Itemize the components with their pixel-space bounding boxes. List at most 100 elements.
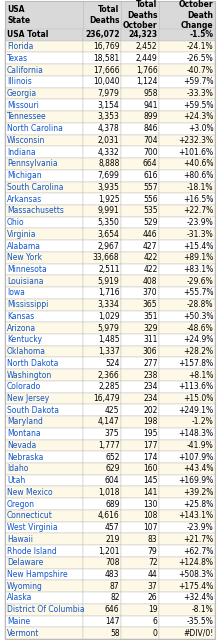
Text: 689: 689 (105, 500, 119, 509)
Text: 108: 108 (143, 511, 158, 520)
Text: 5,350: 5,350 (98, 218, 119, 227)
Bar (83, 228, 121, 240)
Text: -31.3%: -31.3% (187, 230, 213, 239)
Bar (121, 334, 159, 346)
Text: Missouri: Missouri (7, 100, 39, 109)
Bar (121, 498, 159, 510)
Bar (83, 616, 121, 627)
Bar (121, 182, 159, 193)
Bar (159, 580, 215, 592)
Text: 130: 130 (143, 500, 158, 509)
Bar (5, 557, 83, 568)
Text: 238: 238 (143, 371, 158, 380)
Bar (159, 616, 215, 627)
Bar (159, 451, 215, 463)
Bar (121, 475, 159, 486)
Bar (121, 134, 159, 147)
Text: Connecticut: Connecticut (7, 511, 53, 520)
Text: 2,452: 2,452 (136, 42, 158, 51)
Bar (5, 205, 83, 217)
Bar (159, 323, 215, 334)
Bar (121, 463, 159, 475)
Bar (159, 475, 215, 486)
Text: Alaska: Alaska (7, 593, 32, 602)
Bar (83, 217, 121, 228)
Text: Rhode Island: Rhode Island (7, 547, 57, 556)
Bar (159, 252, 215, 264)
Text: -33.3%: -33.3% (187, 89, 213, 98)
Text: Nevada: Nevada (7, 441, 36, 450)
Text: 160: 160 (143, 465, 158, 474)
Bar (5, 545, 83, 557)
Text: 1,029: 1,029 (98, 312, 119, 321)
Text: -1.2%: -1.2% (192, 417, 213, 426)
Text: 2,511: 2,511 (98, 265, 119, 274)
Text: 141: 141 (143, 488, 158, 497)
Text: New York: New York (7, 253, 42, 262)
Text: 83: 83 (148, 535, 158, 544)
Text: 7,979: 7,979 (98, 89, 119, 98)
Bar (5, 111, 83, 123)
Text: 19: 19 (148, 605, 158, 614)
Bar (5, 264, 83, 275)
Bar (121, 147, 159, 158)
Bar (83, 64, 121, 76)
Text: 2,967: 2,967 (98, 241, 119, 250)
Text: 1,777: 1,777 (98, 441, 119, 450)
Bar (121, 323, 159, 334)
Text: +89.1%: +89.1% (183, 253, 213, 262)
Text: 2,285: 2,285 (98, 382, 119, 391)
Text: -8.1%: -8.1% (192, 605, 213, 614)
Text: 652: 652 (105, 452, 119, 461)
Text: #DIV/0!: #DIV/0! (183, 628, 213, 637)
Bar (5, 228, 83, 240)
Text: Total
Deaths
October: Total Deaths October (123, 0, 158, 30)
Bar (121, 123, 159, 134)
Bar (159, 264, 215, 275)
Text: South Carolina: South Carolina (7, 183, 64, 192)
Text: +157.8%: +157.8% (178, 359, 213, 368)
Text: +143.1%: +143.1% (178, 511, 213, 520)
Bar (83, 627, 121, 639)
Text: 646: 646 (105, 605, 119, 614)
Bar (159, 41, 215, 52)
Text: -23.9%: -23.9% (187, 523, 213, 532)
Text: 1,925: 1,925 (98, 195, 119, 204)
Text: Washington: Washington (7, 371, 52, 380)
Text: 177: 177 (143, 441, 158, 450)
Bar (5, 310, 83, 323)
Bar (5, 580, 83, 592)
Bar (121, 533, 159, 545)
Text: Mississippi: Mississippi (7, 300, 48, 309)
Bar (159, 182, 215, 193)
Bar (83, 310, 121, 323)
Bar (83, 381, 121, 393)
Text: +80.6%: +80.6% (183, 171, 213, 180)
Text: 899: 899 (143, 113, 158, 122)
Text: -24.1%: -24.1% (187, 42, 213, 51)
Text: 446: 446 (143, 230, 158, 239)
Bar (83, 193, 121, 205)
Bar (5, 240, 83, 252)
Bar (121, 41, 159, 52)
Text: South Dakota: South Dakota (7, 406, 59, 415)
Text: Maine: Maine (7, 617, 30, 626)
Bar (5, 428, 83, 440)
Bar (83, 557, 121, 568)
Bar (5, 41, 83, 52)
Text: Delaware: Delaware (7, 558, 43, 567)
Bar (121, 287, 159, 299)
Bar (159, 134, 215, 147)
Bar (83, 568, 121, 580)
Text: 3,353: 3,353 (98, 113, 119, 122)
Bar (121, 310, 159, 323)
Text: Montana: Montana (7, 429, 41, 438)
Text: Total
Deaths: Total Deaths (89, 5, 119, 25)
Bar (5, 393, 83, 404)
Text: Oregon: Oregon (7, 500, 35, 509)
Bar (5, 475, 83, 486)
Bar (5, 134, 83, 147)
Bar (5, 404, 83, 416)
Text: Texas: Texas (7, 54, 28, 63)
Bar (121, 440, 159, 451)
